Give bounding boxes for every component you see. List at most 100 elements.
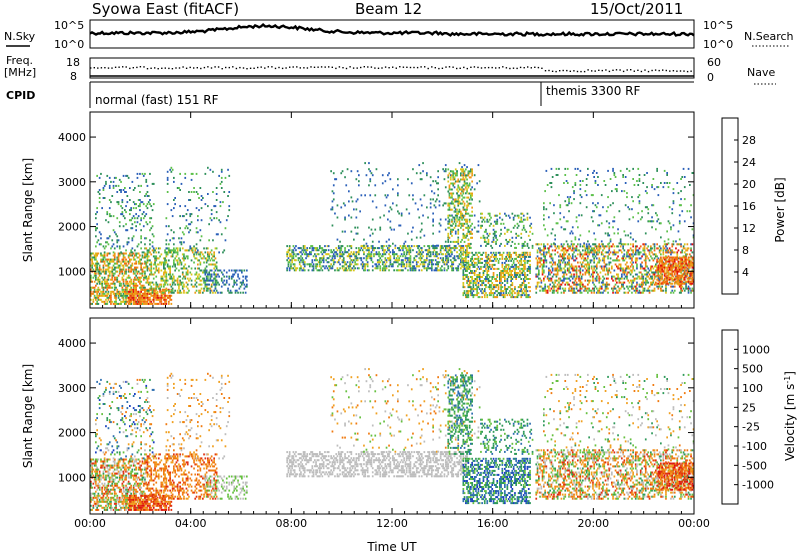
power-cell: [125, 223, 127, 225]
power-cell: [400, 225, 402, 227]
power-cell: [169, 268, 171, 270]
power-cell: [171, 171, 173, 173]
power-cell: [110, 297, 112, 299]
power-cell: [504, 213, 506, 215]
power-cell: [158, 268, 160, 270]
power-cell: [418, 164, 420, 166]
power-cell: [299, 257, 301, 259]
power-cell: [387, 194, 389, 196]
power-cell: [557, 284, 559, 286]
power-cell: [463, 233, 465, 235]
power-cell: [181, 241, 183, 243]
power-cell: [242, 282, 244, 284]
power-cell: [541, 282, 543, 284]
power-cell: [537, 268, 539, 270]
power-cell: [103, 259, 105, 261]
power-cell: [96, 283, 98, 285]
power-cell: [543, 266, 545, 268]
power-cell: [401, 253, 403, 255]
power-cell: [504, 284, 506, 286]
power-cell: [344, 217, 346, 219]
power-cell: [340, 172, 342, 174]
power-cell: [125, 253, 127, 255]
power-cell: [451, 209, 453, 211]
power-cell: [148, 268, 150, 270]
power-cell: [587, 292, 589, 294]
power-cell: [124, 257, 126, 259]
power-cell: [134, 249, 136, 251]
power-cell: [593, 259, 595, 261]
power-cell: [494, 233, 496, 235]
power-cell: [388, 247, 390, 249]
power-cell: [454, 221, 456, 223]
power-cell: [543, 249, 545, 251]
power-cell: [232, 286, 234, 288]
power-cell: [388, 245, 390, 247]
power-cell: [236, 270, 238, 272]
power-cell: [489, 233, 491, 235]
power-cell: [155, 255, 157, 257]
power-cell: [385, 249, 387, 251]
power-cell: [454, 176, 456, 178]
power-cell: [437, 257, 439, 259]
power-cell: [489, 215, 491, 217]
power-cell: [390, 257, 392, 259]
power-cell: [167, 280, 169, 282]
nave-point: [296, 66, 297, 67]
power-cell: [372, 219, 374, 221]
power-cell: [95, 217, 97, 219]
power-cell: [607, 251, 609, 253]
power-cell: [174, 264, 176, 266]
power-cell: [442, 204, 444, 206]
power-cell: [617, 266, 619, 268]
power-cell: [299, 261, 301, 263]
power-cell: [514, 288, 516, 290]
power-cell: [139, 199, 141, 201]
power-cell: [143, 293, 145, 295]
nsky-tick-top: 10^5: [54, 19, 84, 32]
power-cell: [211, 253, 213, 255]
nave-point: [371, 66, 372, 67]
power-cell: [212, 191, 214, 193]
nave-point: [598, 70, 599, 71]
power-cell: [452, 203, 454, 205]
power-cell: [435, 206, 437, 208]
power-cell: [393, 257, 395, 259]
power-cell: [476, 278, 478, 280]
power-cell: [177, 280, 179, 282]
power-cell: [471, 262, 473, 264]
power-cell: [440, 251, 442, 253]
power-cell: [452, 229, 454, 231]
power-cell: [449, 245, 451, 247]
power-cell: [502, 282, 504, 284]
power-cell: [431, 269, 433, 271]
power-cell: [225, 177, 227, 179]
power-cell: [106, 295, 108, 297]
power-cell: [147, 295, 149, 297]
power-cell: [183, 255, 185, 257]
nave-point: [239, 67, 240, 68]
power-cell: [519, 270, 521, 272]
power-cell: [143, 211, 145, 213]
power-cell: [323, 255, 325, 257]
power-cell: [351, 231, 353, 233]
power-cell: [470, 225, 472, 227]
power-cell: [580, 243, 582, 245]
power-cell: [515, 233, 517, 235]
power-cell: [424, 235, 426, 237]
power-cell: [203, 290, 205, 292]
power-cell: [142, 273, 144, 275]
nave-point: [136, 67, 137, 68]
power-cell: [483, 282, 485, 284]
power-cell: [198, 259, 200, 261]
power-cell: [171, 295, 173, 297]
power-cell: [140, 235, 142, 237]
power-cell: [452, 185, 454, 187]
power-cell: [358, 267, 360, 269]
power-cell: [135, 289, 137, 291]
power-cell: [552, 276, 554, 278]
nave-point: [502, 66, 503, 67]
power-cell: [405, 259, 407, 261]
power-cell: [466, 166, 468, 168]
power-cell: [328, 249, 330, 251]
